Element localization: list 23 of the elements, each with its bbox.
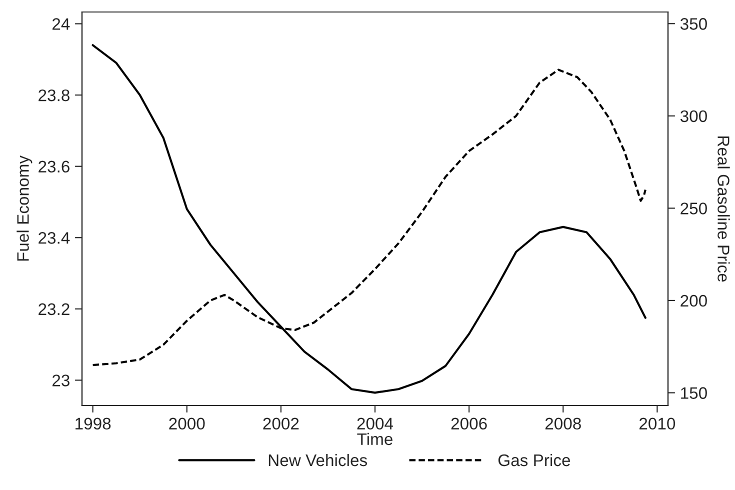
y-tick-label: 23	[52, 374, 70, 386]
x-tick-label: 2010	[639, 418, 676, 430]
x-tick-label: 2004	[357, 418, 394, 430]
y-tick-label: 24	[52, 18, 70, 30]
y2-axis-title: Real Gasoline Price	[718, 136, 730, 282]
y-tick-label: 23.8	[38, 89, 70, 102]
legend-label: New Vehicles	[268, 454, 368, 466]
y2-tick-label: 150	[681, 387, 707, 399]
y2-tick-label: 200	[680, 294, 707, 307]
x-tick-label: 2000	[169, 418, 205, 430]
y-tick-label: 23.4	[38, 232, 70, 244]
x-tick-label: 2002	[263, 418, 299, 430]
y2-tick-label: 250	[680, 202, 707, 214]
y-tick-label: 23.6	[38, 160, 70, 173]
x-axis-title: Time	[357, 432, 392, 446]
x-tick-label: 2008	[545, 418, 581, 430]
y2-tick-label: 300	[680, 110, 707, 122]
y2-tick-label: 350	[680, 18, 707, 30]
x-tick-label: 2006	[451, 418, 487, 430]
legend-label: Gas Price	[498, 454, 570, 466]
y-axis-title: Fuel Economy	[16, 156, 32, 261]
y-tick-label: 23.2	[38, 303, 70, 316]
x-tick-label: 1998	[76, 418, 111, 430]
